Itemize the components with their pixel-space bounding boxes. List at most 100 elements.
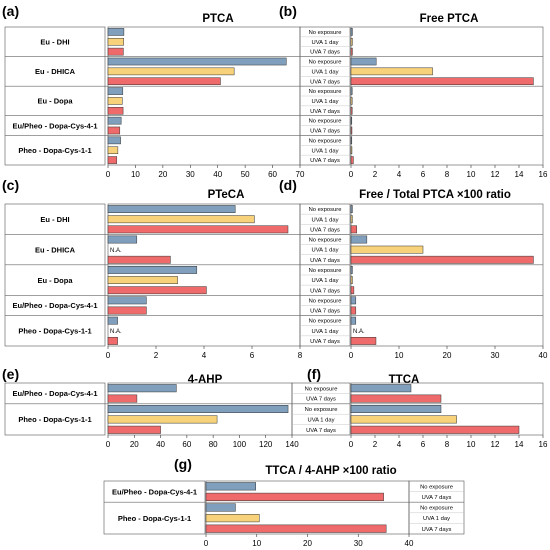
tick-label: 60 [182,440,191,449]
tick-label: 0 [106,440,111,449]
tick-label: 100 [233,440,247,449]
chart-panel-a: (a) PTCA Eu - DHI Eu - DHICA Eu - Dopa Eu/Phe… [2,3,351,179]
tick-label: 20 [130,440,139,449]
tick-label: 16 [539,440,548,449]
plot-frame [350,26,544,166]
condition-label: UVA 7 days [306,428,336,434]
panel-letter: (b) [279,3,297,19]
bar [350,116,353,125]
tick-label: 60 [268,170,277,179]
bar [107,266,198,274]
tick-label: 6 [421,440,426,449]
tick-label: 20 [443,351,452,360]
bar [350,97,353,105]
tick-label: 8 [298,351,303,360]
tick-label: 120 [259,440,273,449]
condition-label: UVA 1 day [312,99,339,105]
tick-label: 140 [285,440,299,449]
panel-letter: (d) [279,177,297,193]
group-label: Eu - Dopa [38,97,74,106]
bar [350,77,534,86]
bar [107,37,124,46]
chart-title: Free PTCA [420,13,479,25]
condition-label: UVA 7 days [310,158,340,164]
bar [350,316,357,325]
condition-label: UVA 7 days [310,109,340,115]
bar [350,266,353,274]
tick-label: 0 [349,440,354,449]
tick-label: 16 [539,170,548,179]
bar [350,296,357,305]
group-label: Eu/Pheo - Dopa-Cys-4-1 [12,301,97,310]
plot-frame [107,26,301,166]
tick-label: 10 [467,440,476,449]
bar [107,97,123,105]
condition-label: UVA 1 day [312,217,339,223]
bar [350,306,357,315]
bar [350,37,353,46]
tick-label: 4 [397,440,402,449]
bar [205,524,387,533]
bar [350,47,353,56]
bar [107,255,171,264]
plot-frame [350,203,544,347]
bar [350,87,353,95]
category-frame [4,203,106,347]
condition-label: No exposure [309,298,342,304]
bar [350,245,424,254]
bar [107,28,125,36]
bar [350,276,353,284]
condition-label: UVA 1 day [312,278,339,284]
bar [107,405,289,413]
condition-label: UVA 7 days [310,50,340,56]
condition-label: No exposure [309,60,342,66]
condition-label: No exposure [309,30,342,36]
tick-label: 6 [250,351,255,360]
bar [205,514,260,523]
bar [107,205,236,213]
tick-label: 10 [252,539,261,548]
bar [350,205,353,213]
category-frame [4,382,106,436]
bar [107,106,124,115]
condition-label: UVA 1 day [312,248,339,254]
group-label: Pheo - Dopa-Cys-1-1 [18,327,91,336]
tick-label: 30 [491,351,500,360]
tick-label: 2 [154,351,159,360]
chart-panel-g: (g) TTCA / 4-AHP ×100 ratio Eu/Pheo - Dopa… [103,456,465,548]
tick-label: 10 [467,170,476,179]
panel-letter: (e) [2,366,19,382]
bar [350,394,442,403]
bar [350,146,353,155]
chart-panel-d: (d) Free / Total PTCA ×100 ratio N.A. 0 10 20… [279,177,548,360]
tick-label: 12 [491,440,500,449]
chart-panel-f: (f) TTCA 0 2 4 6 8 10 12 14 16 [307,366,548,449]
bar [107,116,122,125]
condition-label: UVA 1 day [312,329,339,335]
chart-panel-c: (c) PTeCA Eu - DHI Eu - DHICA Eu - Dopa Eu/Ph… [2,177,351,360]
bar [350,255,534,264]
bar [107,57,287,66]
bar [350,286,355,295]
tick-label: 0 [106,351,111,360]
tick-label: 70 [296,170,305,179]
category-frame [4,26,106,166]
bar [107,306,147,315]
bar [350,405,442,413]
chart-panel-b: (b) Free PTCA 0 2 4 6 8 10 12 14 16 [279,3,548,179]
tick-label: 10 [395,351,404,360]
tick-label: 40 [539,351,548,360]
bar [350,156,354,164]
tick-label: 4 [202,351,207,360]
bar [350,126,353,135]
condition-label: UVA 7 days [310,339,340,345]
tick-label: 10 [131,170,140,179]
condition-label: No exposure [309,89,342,95]
bar [350,57,377,66]
bar [205,492,384,501]
tick-label: 14 [515,440,524,449]
bar [350,136,353,145]
bar [107,415,218,424]
